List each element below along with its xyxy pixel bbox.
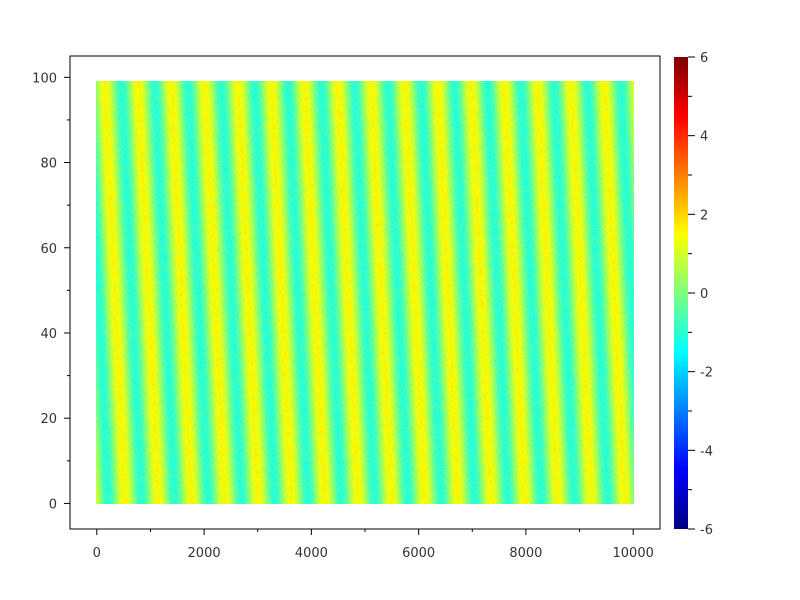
x-axis: 0 2000 4000 6000 8000 10000 xyxy=(93,529,654,561)
colorbar-gradient xyxy=(674,57,688,529)
colorbar-tick-label: 0 xyxy=(700,287,708,302)
x-tick-label: 6000 xyxy=(402,546,435,561)
y-tick-label: 100 xyxy=(32,71,57,86)
y-axis: 0 20 40 60 80 100 xyxy=(32,71,70,512)
y-tick-label: 40 xyxy=(40,327,57,342)
x-tick-label: 8000 xyxy=(509,546,542,561)
x-tick-label: 10000 xyxy=(613,546,654,561)
colorbar-axis: 6 4 2 0 -2 -4 -6 xyxy=(688,51,713,538)
y-tick-label: 0 xyxy=(49,497,57,512)
y-tick-label: 20 xyxy=(40,412,57,427)
heatmap-cells xyxy=(96,81,634,504)
x-tick-label: 2000 xyxy=(188,546,221,561)
colorbar-tick-label: -4 xyxy=(700,444,713,459)
colorbar xyxy=(674,57,688,529)
colorbar-tick-label: -2 xyxy=(700,366,713,381)
y-tick-label: 80 xyxy=(40,157,57,172)
colorbar-tick-label: 6 xyxy=(700,51,708,66)
y-tick-label: 60 xyxy=(40,242,57,257)
x-tick-label: 0 xyxy=(93,546,101,561)
colorbar-tick-label: 2 xyxy=(700,208,708,223)
x-tick-label: 4000 xyxy=(295,546,328,561)
colorbar-tick-label: -6 xyxy=(700,523,713,538)
heatmap-area xyxy=(96,81,634,504)
colorbar-tick-label: 4 xyxy=(700,130,708,145)
